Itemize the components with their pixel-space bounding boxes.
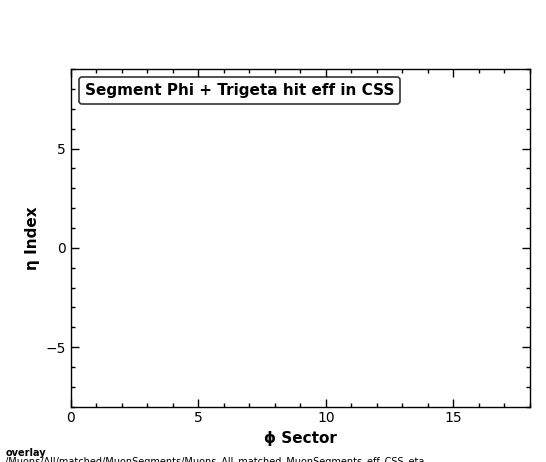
X-axis label: ϕ Sector: ϕ Sector bbox=[264, 431, 337, 446]
Y-axis label: η Index: η Index bbox=[25, 206, 40, 270]
Legend: Segment Phi + Trigeta hit eff in CSS: Segment Phi + Trigeta hit eff in CSS bbox=[79, 77, 400, 104]
Text: overlay: overlay bbox=[5, 448, 46, 458]
Text: /Muons/All/matched/MuonSegments/Muons_All_matched_MuonSegments_eff_CSS_eta: /Muons/All/matched/MuonSegments/Muons_Al… bbox=[5, 456, 425, 462]
